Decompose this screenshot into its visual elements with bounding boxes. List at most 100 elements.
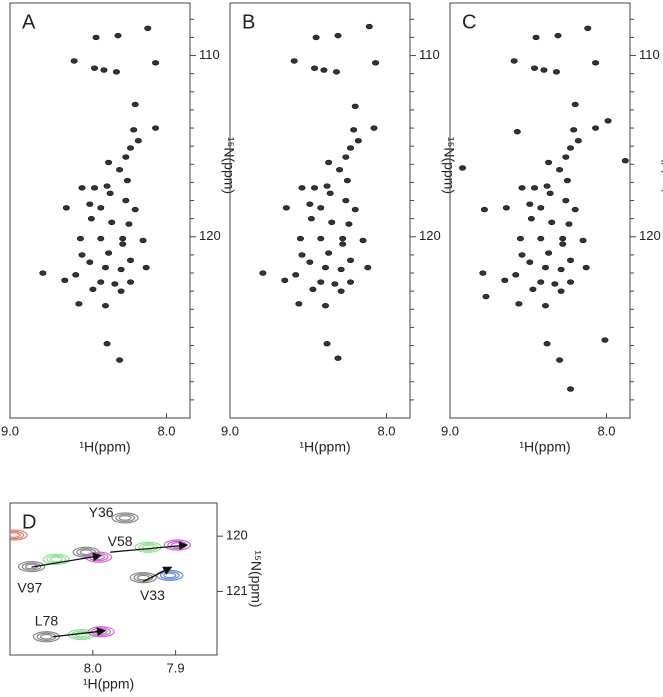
peak <box>529 286 537 293</box>
peak <box>543 183 551 189</box>
peak <box>342 154 350 160</box>
peak <box>298 252 306 258</box>
peak <box>571 206 579 213</box>
peak <box>537 205 545 211</box>
peak <box>114 32 122 39</box>
peak <box>567 257 575 264</box>
peak <box>526 201 534 207</box>
peak <box>332 69 340 75</box>
peak <box>92 34 100 41</box>
peak <box>531 185 539 191</box>
peak <box>282 205 290 211</box>
x-tick-label: 8.0 <box>597 423 615 438</box>
panel-letter: A <box>22 11 36 33</box>
peak <box>351 103 359 109</box>
contour <box>87 626 115 638</box>
peak <box>112 69 120 75</box>
peak <box>527 215 535 222</box>
peak <box>551 281 559 287</box>
peak <box>142 264 150 271</box>
panel: 9.0 8.0 110 120 B ¹H(ppm) ¹⁵N(ppm) <box>221 2 457 455</box>
contour <box>163 539 191 551</box>
peak <box>122 197 130 204</box>
peak <box>307 215 315 222</box>
peak <box>482 293 490 300</box>
peak <box>354 138 362 144</box>
peak <box>532 34 540 41</box>
peak <box>548 219 556 225</box>
plot-frame <box>9 502 218 656</box>
peak <box>592 125 600 131</box>
contour <box>141 544 155 551</box>
plot-area <box>39 25 160 363</box>
peak <box>105 159 113 166</box>
peak <box>131 101 139 108</box>
panel-letter: B <box>242 11 255 33</box>
peak-label: V97 <box>17 579 42 595</box>
peak <box>559 241 567 247</box>
peak <box>574 138 582 144</box>
peak <box>562 197 570 204</box>
peak <box>127 257 135 264</box>
peak <box>537 279 545 285</box>
peak <box>117 288 125 294</box>
y-tick-label: 120 <box>226 528 248 543</box>
peak <box>351 206 359 213</box>
peak <box>545 250 553 256</box>
contour <box>10 530 25 540</box>
peak <box>559 235 567 242</box>
peak <box>116 167 124 173</box>
peak-label: V58 <box>108 533 133 549</box>
contour <box>10 532 21 538</box>
peak <box>557 288 565 294</box>
peak <box>584 25 592 32</box>
peak <box>563 177 571 184</box>
y-axis-label: ¹⁵N(ppm) <box>661 137 663 194</box>
y-axis-label: ¹⁵N(ppm) <box>248 550 264 607</box>
contour <box>163 572 177 579</box>
peak <box>76 235 84 242</box>
peak <box>347 145 355 151</box>
y-tick-label: 121 <box>226 583 248 598</box>
peak <box>122 154 130 160</box>
peak <box>571 101 579 108</box>
peak <box>556 167 564 173</box>
peak <box>621 157 629 164</box>
x-tick-label: 8.0 <box>84 660 102 675</box>
peak <box>111 281 119 287</box>
peak-label: V33 <box>140 587 165 603</box>
peak <box>336 167 344 173</box>
panel: 9.0 8.0 110 120 C ¹H(ppm) ¹⁵N(ppm) <box>441 2 663 455</box>
contour <box>42 553 70 565</box>
peak <box>321 302 329 309</box>
contour <box>17 560 46 573</box>
peak <box>512 272 520 278</box>
peak <box>97 205 105 211</box>
plot-frame <box>9 2 191 419</box>
peak <box>62 205 70 211</box>
peak <box>290 58 298 64</box>
peak <box>317 235 325 242</box>
x-axis-label: ¹H(ppm) <box>299 439 350 455</box>
x-tick-label: 9.0 <box>441 423 459 438</box>
peak <box>501 277 509 283</box>
peak <box>116 357 124 363</box>
peak <box>127 279 135 285</box>
contour <box>79 549 93 556</box>
peak <box>163 539 191 551</box>
peak <box>259 270 267 276</box>
peak <box>119 241 127 247</box>
peak <box>321 264 329 271</box>
peak <box>515 301 523 307</box>
peak <box>108 219 116 225</box>
panel: 9.0 8.0 110 120 A ¹H(ppm) ¹⁵N(ppm) <box>1 2 237 455</box>
peak <box>347 279 355 285</box>
peak <box>103 183 111 189</box>
peak <box>567 279 575 285</box>
plot-area <box>259 23 380 361</box>
peak <box>510 58 518 64</box>
contour <box>118 515 132 521</box>
peak <box>339 235 347 242</box>
peak <box>554 32 562 39</box>
